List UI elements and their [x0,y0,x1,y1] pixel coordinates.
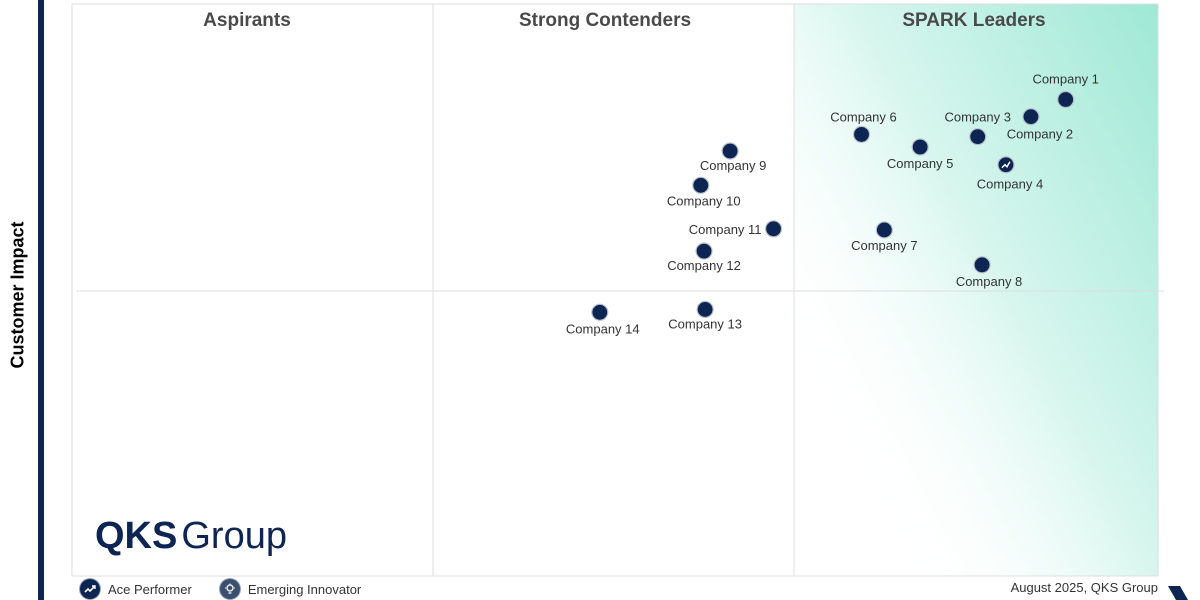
legend-label-ace-performer: Ace Performer [108,581,192,597]
trend-up-icon [1001,161,1011,169]
point-marker [764,220,783,238]
point-marker [692,176,710,194]
footer-note: August 2025, QKS Group [1010,580,1158,595]
point-marker [1057,90,1075,109]
data-point: Company 7 [851,221,918,253]
data-point: Company 11 [689,220,783,238]
lightbulb-icon [219,579,240,599]
point-marker [852,125,871,144]
data-point: Company 3 [944,110,1011,146]
point-marker [911,138,929,156]
point-marker [591,303,609,321]
plot-frame [71,3,1159,577]
data-point: Company 4 [977,156,1043,192]
leader-quadrant-shade [794,4,1158,576]
legend-label-emerging-innovator: Emerging Innovator [247,581,362,597]
point-label: Company 10 [667,193,741,208]
data-point: Company 5 [887,138,953,171]
point-marker [875,221,893,239]
points-layer: Company 1 Company 2 Company 3 Company 4 Comp… [566,72,1099,337]
data-point: Company 6 [830,109,897,144]
point-marker [695,242,713,260]
point-marker [969,128,987,146]
corner-chevron-icon [1168,586,1188,600]
logo-thin-text: Group [181,515,287,557]
quadrant-title-strong-contenders: Strong Contenders [519,10,691,31]
data-point: Company 13 [668,300,742,331]
data-point: Company 12 [667,242,741,273]
point-label: Company 2 [1007,127,1073,142]
data-point: Company 9 [700,142,766,173]
point-label: Company 1 [1032,72,1098,87]
point-label: Company 3 [944,110,1010,125]
point-label: Company 8 [956,274,1022,289]
data-point: Company 8 [956,256,1022,289]
legend: Ace Performer Emerging Innovator [80,578,381,600]
point-label: Company 13 [668,316,742,331]
trend-up-icon [80,579,100,599]
data-point: Company 14 [566,303,640,336]
logo-bold-text: QKS [95,515,178,557]
y-axis-bar [38,0,44,600]
point-marker [973,256,991,274]
data-point: Company 1 [1032,72,1099,109]
point-label: Company 5 [887,156,953,171]
point-label: Company 7 [851,238,917,253]
point-label: Company 12 [667,258,741,273]
quadrant-title-spark-leaders: SPARK Leaders [902,10,1045,31]
quadrant-title-aspirants: Aspirants [203,10,291,31]
point-label: Company 14 [566,321,640,336]
point-marker [696,300,714,319]
point-marker [1022,108,1040,126]
data-point: Company 10 [667,176,741,208]
point-marker [721,142,739,160]
qks-group-logo: QKS Group [95,515,287,558]
legend-item-ace-performer: Ace Performer [80,579,192,599]
point-label: Company 6 [830,109,896,124]
data-point: Company 2 [1007,108,1073,142]
point-label: Company 4 [977,177,1043,192]
legend-item-emerging-innovator: Emerging Innovator [219,579,362,599]
point-label: Company 9 [700,158,766,173]
point-label: Company 11 [689,222,762,237]
